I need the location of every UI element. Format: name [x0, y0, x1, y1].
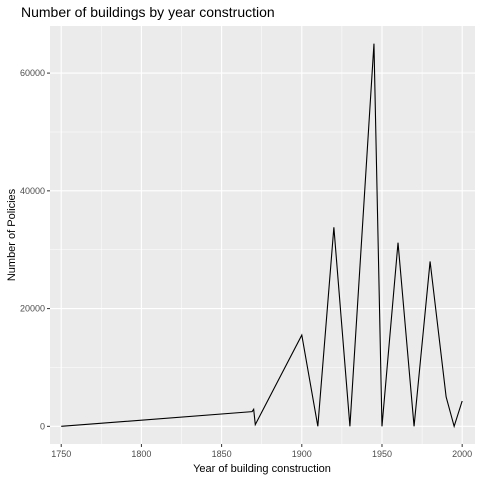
series-line	[61, 43, 463, 429]
x-tick-label: 1800	[131, 449, 151, 459]
major-gridlines	[50, 26, 475, 444]
y-axis-title: Number of Policies	[6, 188, 18, 281]
minor-gridlines	[50, 26, 475, 444]
x-tick-label: 1750	[51, 449, 71, 459]
chart-title: Number of buildings by year construction	[21, 4, 275, 20]
y-tick-label: 20000	[20, 304, 45, 314]
x-tick-label: 1900	[292, 449, 312, 459]
y-axis: 0 20000 40000 60000	[20, 68, 50, 431]
plot-panel	[50, 26, 475, 444]
y-tick-label: 60000	[20, 68, 45, 78]
x-axis: 1750 1800 1850 1900 1950 2000	[51, 444, 472, 459]
y-tick-label: 0	[40, 421, 45, 431]
x-tick-label: 2000	[452, 449, 472, 459]
y-tick-label: 40000	[20, 186, 45, 196]
x-axis-title: Year of building construction	[193, 463, 331, 475]
x-tick-label: 1850	[212, 449, 232, 459]
x-tick-label: 1950	[372, 449, 392, 459]
